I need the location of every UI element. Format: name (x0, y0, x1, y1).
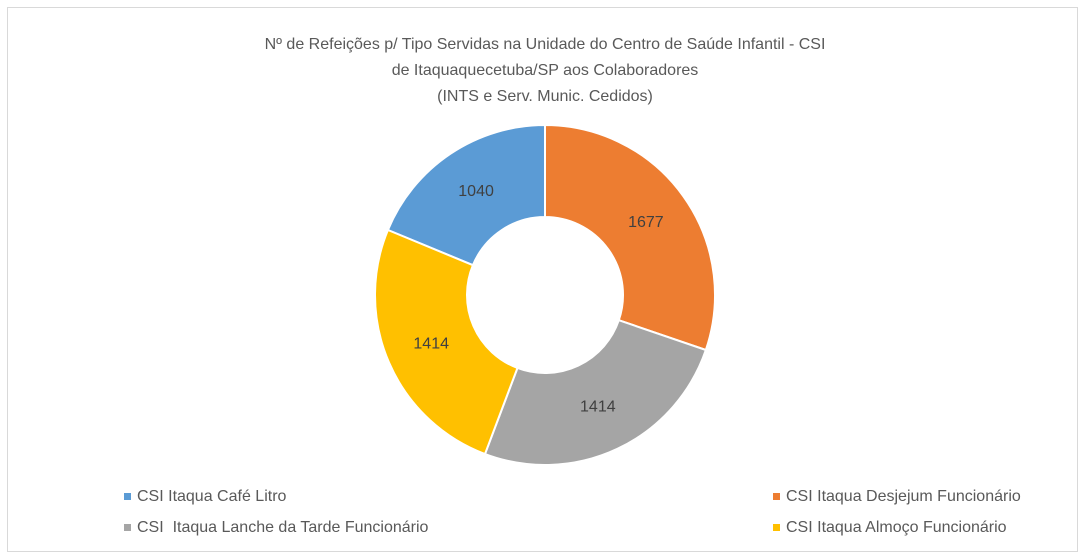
legend-label: CSI Itaqua Lanche da Tarde Funcionário (137, 519, 429, 536)
legend-label: CSI Itaqua Almoço Funcionário (786, 519, 1007, 536)
donut-slice (544, 123, 716, 352)
legend-label: CSI Itaqua Desjejum Funcionário (786, 488, 1021, 505)
legend-marker (773, 524, 780, 531)
legend-marker (773, 493, 780, 500)
data-label: 1677 (628, 214, 664, 231)
data-label: 1040 (458, 183, 494, 200)
legend-marker (124, 493, 131, 500)
donut-slice (374, 228, 519, 456)
chart-title: Nº de Refeições p/ Tipo Servidas na Unid… (265, 36, 826, 53)
chart-title: (INTS e Serv. Munic. Cedidos) (437, 88, 653, 105)
legend-label: CSI Itaqua Café Litro (137, 488, 287, 505)
donut-slice (386, 123, 546, 267)
donut-slice (483, 318, 708, 466)
data-label: 1414 (413, 336, 449, 353)
legend-marker (124, 524, 131, 531)
data-label: 1414 (580, 398, 616, 415)
chart-title: de Itaquaquecetuba/SP aos Colaboradores (392, 62, 699, 79)
